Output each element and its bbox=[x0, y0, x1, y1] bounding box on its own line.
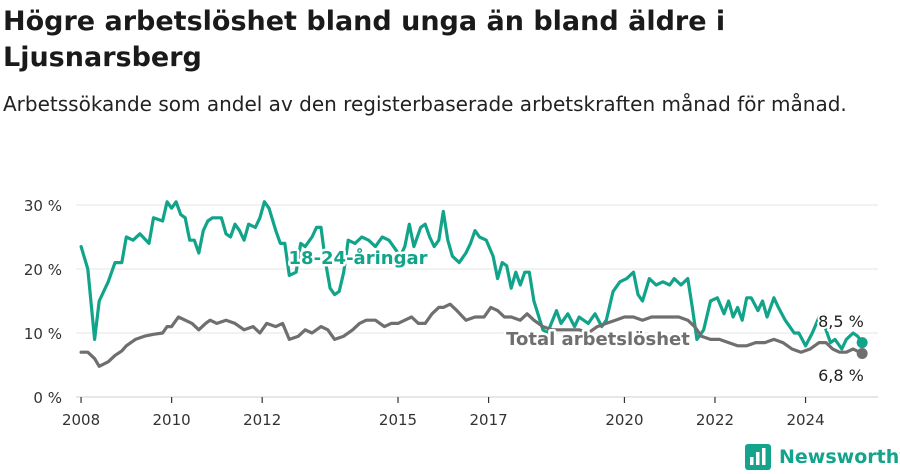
series-end-point bbox=[856, 347, 868, 359]
x-tick-label: 2015 bbox=[379, 411, 417, 429]
x-tick-label: 2024 bbox=[786, 411, 824, 429]
y-tick-label: 10 % bbox=[24, 325, 62, 343]
end-label-total: 6,8 % bbox=[818, 366, 864, 385]
end-label-youth: 8,5 % bbox=[818, 312, 864, 331]
series-line-total bbox=[79, 302, 864, 368]
x-tick-label: 2008 bbox=[62, 411, 100, 429]
y-tick-label: 20 % bbox=[24, 261, 62, 279]
x-tick-label: 2022 bbox=[696, 411, 734, 429]
chart-title: Högre arbetslöshet bland unga än bland ä… bbox=[3, 6, 726, 73]
y-tick-label: 0 % bbox=[33, 389, 62, 407]
series-label-youth: 18-24-åringar bbox=[289, 247, 428, 269]
series-label-total: Total arbetslöshet bbox=[506, 329, 690, 350]
x-tick-label: 2017 bbox=[469, 411, 507, 429]
x-tick-label: 2010 bbox=[153, 411, 191, 429]
newsworthy-icon bbox=[745, 444, 771, 470]
series-line-youth bbox=[79, 200, 864, 351]
x-tick-label: 2020 bbox=[605, 411, 643, 429]
series-end-point bbox=[856, 337, 868, 349]
chart-subtitle: Arbetssökande som andel av den registerb… bbox=[3, 92, 847, 116]
brand-name: Newsworthy bbox=[779, 446, 900, 468]
y-tick-label: 30 % bbox=[24, 197, 62, 215]
x-tick-label: 2012 bbox=[243, 411, 281, 429]
newsworthy-logo: Newsworthy bbox=[745, 443, 900, 471]
